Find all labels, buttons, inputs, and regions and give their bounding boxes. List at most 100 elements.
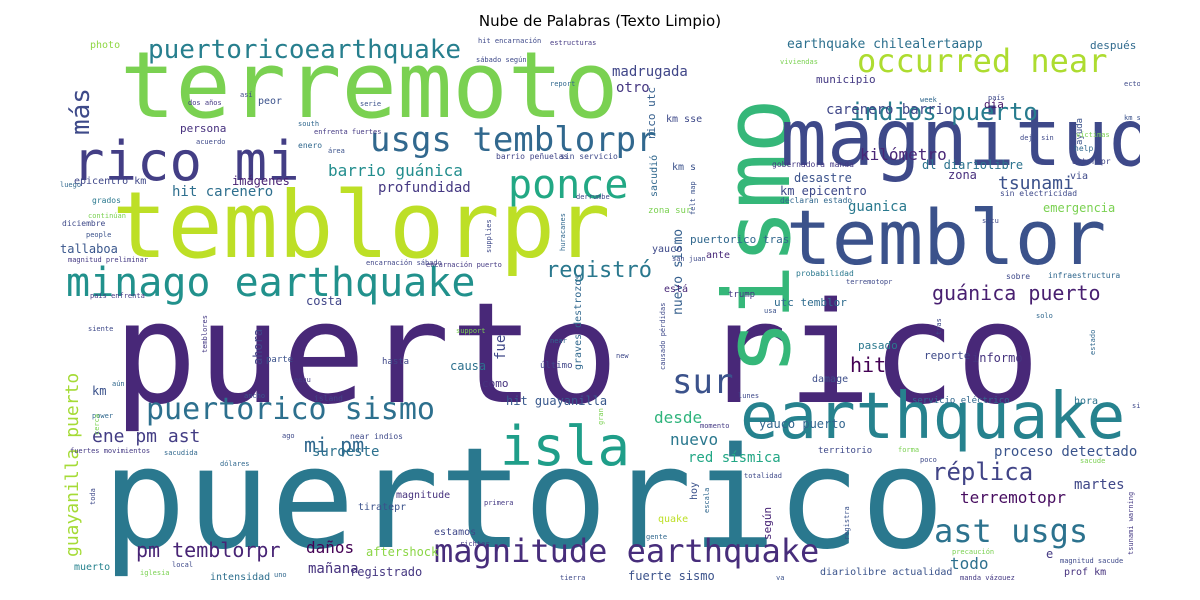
word-week: week: [920, 96, 937, 104]
word-gente: gente: [646, 533, 668, 541]
word-hit-encarnacion: hit encarnación: [478, 37, 542, 45]
word-sin-servicio: sin servicio: [560, 152, 618, 161]
word-asi: así: [240, 91, 253, 99]
word-ancho: ancho: [244, 392, 266, 400]
word-servicio-electrico: servicio eléctrico: [912, 396, 1010, 406]
word-usgs-temblorpr: usgs temblorpr: [370, 120, 657, 160]
word-ya: ya: [776, 574, 785, 581]
word-muerto: muerto: [74, 562, 111, 573]
word-dia: día: [984, 98, 1004, 111]
word-eeuu: eeuu: [294, 376, 311, 384]
word-usa: usa: [764, 307, 777, 315]
word-south: south: [298, 120, 320, 128]
word-sin-electricidad: sin electricidad: [1000, 189, 1078, 198]
word-utc-temblor: utc temblor: [774, 296, 847, 309]
word-local: local: [172, 561, 194, 569]
word-emergencia: emergencia: [1043, 201, 1116, 215]
word-desde: desde: [654, 408, 703, 427]
word-earthquake-chilealertaapp: earthquake chilealertaapp: [787, 37, 983, 52]
word-ante: ante: [706, 250, 731, 261]
word-segun: según: [761, 506, 774, 540]
figure-title: Nube de Palabras (Texto Limpio): [478, 12, 722, 30]
word-people: people: [86, 231, 112, 239]
word-san-juan: san juan: [672, 255, 706, 263]
word-uno: uno: [274, 571, 287, 579]
word-help: help: [1074, 144, 1094, 153]
word-acuerdo: acuerdo: [196, 138, 226, 146]
word-lunes: lunes: [738, 392, 760, 400]
word-earthquake: earthquake: [740, 380, 1126, 454]
word-parte: parte: [266, 355, 294, 365]
word-richter: richter: [460, 540, 490, 548]
word-kilometro: kilómetro: [860, 145, 947, 164]
word-island: island: [314, 394, 343, 403]
word-puertorico-sismo: puertorico sismo: [146, 392, 435, 427]
word-zona: zona: [948, 168, 977, 182]
word-temblorpr: temblorpr: [112, 172, 611, 279]
word-como: como: [482, 377, 509, 390]
word-sin: sin: [1132, 402, 1140, 410]
word-estructuras: estructuras: [550, 39, 597, 47]
word-causado-perdidas: causado pérdidas: [659, 302, 667, 370]
word-otro: otro: [616, 80, 650, 96]
word-nuevo: nuevo: [670, 430, 719, 449]
word-sabado-segun: sábado según: [476, 56, 527, 64]
word-desastre: desastre: [794, 171, 852, 185]
word-ene-pm-ast: ene pm ast: [92, 426, 201, 447]
word-carenero-barrio: carenero barrio: [826, 102, 953, 118]
word-derrumbe: derrumbe: [576, 193, 610, 201]
word-madrugada: madrugada: [612, 64, 688, 80]
word-precaucion: precaución: [952, 548, 995, 556]
word-toda: toda: [89, 488, 97, 505]
word-enfrenta-fuertes: enfrenta fuertes: [314, 128, 382, 136]
word-yauco-puerto: yauco puerto: [759, 417, 846, 431]
word-terremoto: terremoto: [120, 35, 619, 139]
word-via: via: [1070, 171, 1089, 182]
word-sacudio: sacudió: [649, 154, 660, 197]
word-aftershock: aftershock: [366, 545, 439, 559]
word-serie: serie: [360, 100, 382, 108]
word-deja-sin: deja sin: [1020, 134, 1054, 142]
word-fuertes-movimientos: fuertes movimientos: [70, 447, 151, 455]
word-near-indios: near indios: [350, 432, 403, 441]
word-yauco: yauco: [652, 244, 683, 255]
word-manana: mañana: [308, 561, 359, 577]
word-barrio-penuelas: barrio peñuelas: [496, 152, 569, 161]
word-viviendas: viviendas: [780, 58, 818, 66]
word-situ: situ: [982, 217, 999, 225]
word-nuevo-sismo: nuevo sismo: [671, 228, 686, 315]
word-ultimo: último: [540, 361, 573, 371]
word-area: área: [328, 147, 345, 155]
word-magnitud: magnitud: [780, 94, 1140, 184]
word-temblor: temblor: [786, 193, 1107, 282]
word-gobernadora-manda: gobernadora manda: [772, 160, 854, 169]
word-escala: escala: [703, 487, 711, 513]
word-ast-rapr: ast rapr: [1072, 157, 1111, 166]
word-estamos: estamos: [434, 527, 477, 538]
word-tras: tras: [935, 318, 943, 335]
word-pais: país: [988, 94, 1005, 102]
word-magnitude: magnitude: [396, 490, 451, 501]
word-trump: trump: [728, 290, 756, 300]
word-pais-enfrenta: país enfrenta: [90, 292, 145, 300]
word-guanica-puerto: guánica puerto: [932, 281, 1101, 305]
word-sur: sur: [672, 362, 734, 402]
word-hit: hit: [850, 353, 887, 377]
word-manda-vazquez: manda vázquez: [960, 574, 1015, 581]
word-poco: poco: [920, 456, 937, 464]
word-suroeste: suroeste: [312, 444, 380, 460]
word-probabilidad: probabilidad: [796, 269, 854, 278]
word-ago: ago: [282, 432, 295, 440]
word-rico-utc: rico utc: [645, 87, 658, 140]
word-tierra: tierra: [560, 574, 586, 581]
word-tallaboa: tallaboa: [60, 242, 118, 256]
word-report: report: [550, 80, 576, 88]
word-epicentro-km: epicentro km: [74, 176, 147, 187]
word-gran: gran: [597, 408, 605, 425]
word-ponce: ponce: [508, 162, 629, 208]
word-prof-km: prof km: [1064, 567, 1107, 578]
word-estado: estado: [1089, 329, 1097, 355]
word-km-s: km s: [672, 162, 697, 173]
word-support: support: [456, 327, 486, 335]
word-red-sismica: red sísmica: [688, 450, 781, 466]
